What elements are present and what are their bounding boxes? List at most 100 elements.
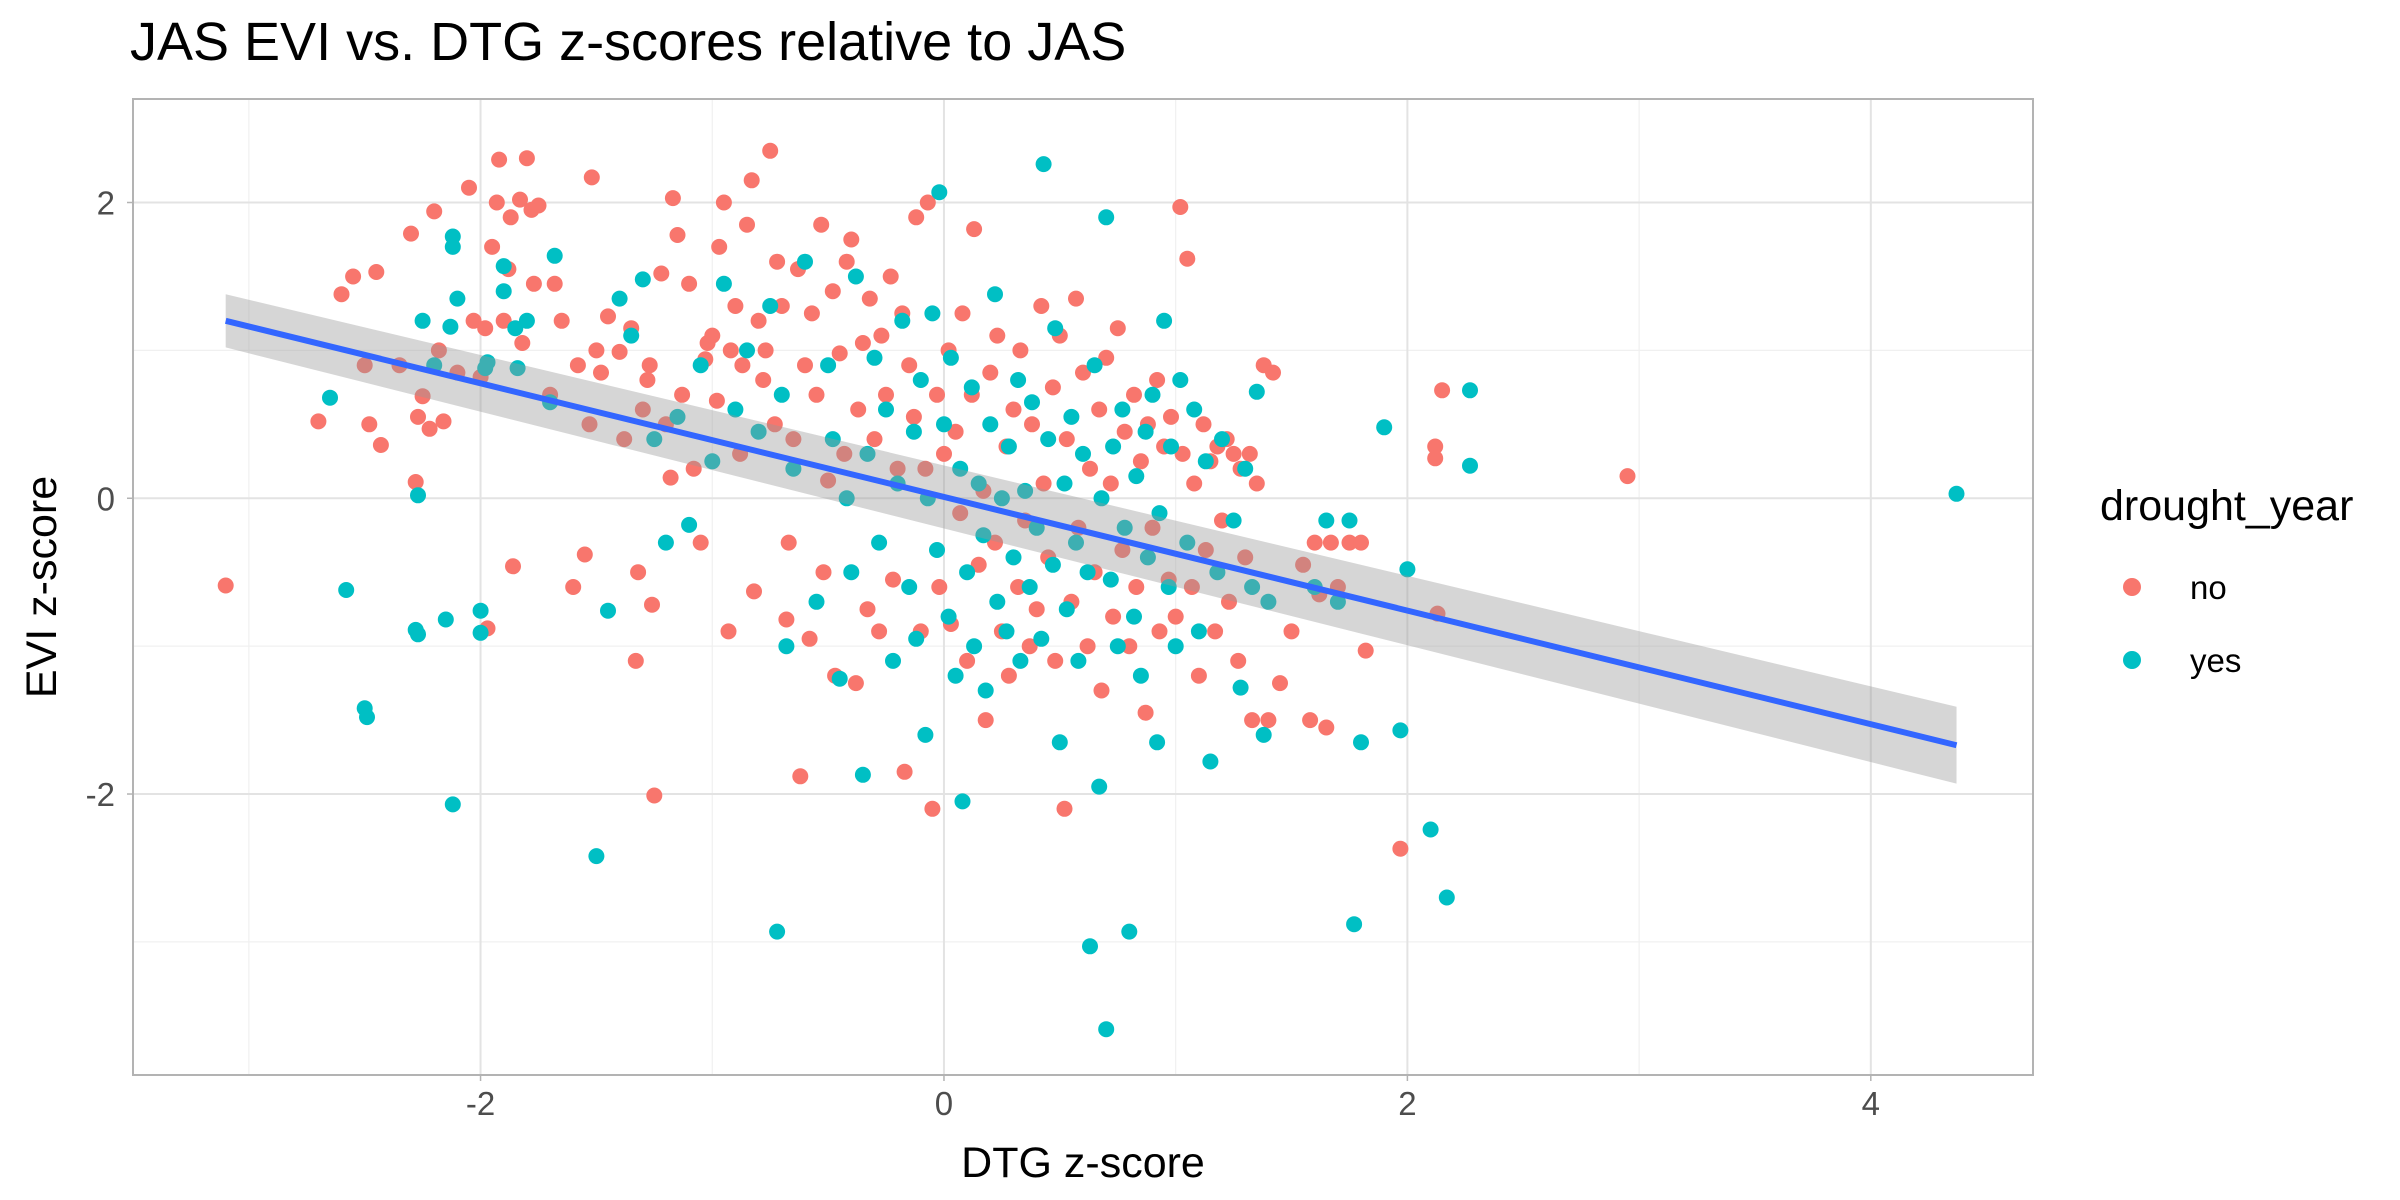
point-no bbox=[1434, 382, 1450, 398]
point-no bbox=[929, 387, 945, 403]
point-no bbox=[809, 387, 825, 403]
point-yes bbox=[716, 276, 732, 292]
point-no bbox=[850, 402, 866, 418]
point-yes bbox=[762, 298, 778, 314]
point-no bbox=[345, 269, 361, 285]
point-no bbox=[1196, 416, 1212, 432]
point-yes bbox=[769, 924, 785, 940]
point-no bbox=[1163, 409, 1179, 425]
point-yes bbox=[1006, 549, 1022, 565]
point-yes bbox=[445, 796, 461, 812]
point-no bbox=[477, 320, 493, 336]
chart-title: JAS EVI vs. DTG z-scores relative to JAS bbox=[130, 12, 1126, 72]
point-no bbox=[734, 357, 750, 373]
point-no bbox=[989, 328, 1005, 344]
point-yes bbox=[1105, 439, 1121, 455]
point-no bbox=[588, 342, 604, 358]
point-no bbox=[373, 437, 389, 453]
point-no bbox=[1091, 402, 1107, 418]
point-no bbox=[843, 232, 859, 248]
point-no bbox=[653, 266, 669, 282]
point-yes bbox=[1202, 754, 1218, 770]
point-yes bbox=[1045, 557, 1061, 573]
point-yes bbox=[1186, 402, 1202, 418]
point-yes bbox=[1346, 916, 1362, 932]
point-yes bbox=[941, 609, 957, 625]
point-yes bbox=[908, 631, 924, 647]
point-no bbox=[704, 328, 720, 344]
point-yes bbox=[917, 727, 933, 743]
point-no bbox=[681, 276, 697, 292]
point-no bbox=[897, 764, 913, 780]
point-yes bbox=[1342, 513, 1358, 529]
legend-entries: no yes bbox=[2123, 569, 2241, 679]
point-no bbox=[1230, 653, 1246, 669]
point-no bbox=[1242, 446, 1258, 462]
point-yes bbox=[1091, 779, 1107, 795]
point-no bbox=[802, 631, 818, 647]
point-yes bbox=[878, 402, 894, 418]
point-no bbox=[570, 357, 586, 373]
point-yes bbox=[1133, 668, 1149, 684]
point-no bbox=[426, 203, 442, 219]
point-yes bbox=[547, 248, 563, 264]
point-no bbox=[709, 393, 725, 409]
point-no bbox=[816, 564, 832, 580]
point-no bbox=[758, 342, 774, 358]
point-yes bbox=[519, 313, 535, 329]
point-yes bbox=[1114, 402, 1130, 418]
point-no bbox=[804, 305, 820, 321]
point-no bbox=[744, 172, 760, 188]
point-yes bbox=[1256, 727, 1272, 743]
point-yes bbox=[1022, 579, 1038, 595]
point-no bbox=[547, 276, 563, 292]
point-no bbox=[982, 365, 998, 381]
point-yes bbox=[1059, 601, 1075, 617]
point-yes bbox=[612, 291, 628, 307]
point-yes bbox=[1098, 1021, 1114, 1037]
point-yes bbox=[964, 379, 980, 395]
point-no bbox=[727, 298, 743, 314]
point-no bbox=[1249, 476, 1265, 492]
point-yes bbox=[322, 390, 338, 406]
point-yes bbox=[1423, 822, 1439, 838]
point-yes bbox=[415, 313, 431, 329]
point-yes bbox=[588, 848, 604, 864]
point-no bbox=[1186, 476, 1202, 492]
point-yes bbox=[1098, 209, 1114, 225]
point-yes bbox=[1163, 439, 1179, 455]
point-no bbox=[491, 152, 507, 168]
legend-title: drought_year bbox=[2100, 482, 2353, 530]
point-no bbox=[1059, 431, 1075, 447]
point-yes bbox=[1233, 680, 1249, 696]
point-yes bbox=[1149, 734, 1165, 750]
point-no bbox=[665, 190, 681, 206]
point-no bbox=[1029, 601, 1045, 617]
point-no bbox=[565, 579, 581, 595]
point-yes bbox=[901, 579, 917, 595]
point-no bbox=[519, 150, 535, 166]
point-yes bbox=[1001, 439, 1017, 455]
point-no bbox=[901, 357, 917, 373]
point-no bbox=[878, 387, 894, 403]
point-no bbox=[723, 342, 739, 358]
point-yes bbox=[1462, 458, 1478, 474]
point-no bbox=[1168, 609, 1184, 625]
point-no bbox=[721, 623, 737, 639]
point-yes bbox=[1145, 387, 1161, 403]
point-yes bbox=[931, 184, 947, 200]
point-no bbox=[1265, 365, 1281, 381]
point-no bbox=[1094, 683, 1110, 699]
point-no bbox=[1244, 712, 1260, 728]
point-yes bbox=[658, 535, 674, 551]
point-yes bbox=[1012, 653, 1028, 669]
point-no bbox=[769, 254, 785, 270]
y-tick-label: -2 bbox=[86, 776, 115, 813]
point-no bbox=[860, 601, 876, 617]
point-no bbox=[531, 198, 547, 214]
point-yes bbox=[948, 668, 964, 684]
point-yes bbox=[1392, 722, 1408, 738]
point-no bbox=[484, 239, 500, 255]
point-yes bbox=[929, 542, 945, 558]
point-no bbox=[1191, 668, 1207, 684]
